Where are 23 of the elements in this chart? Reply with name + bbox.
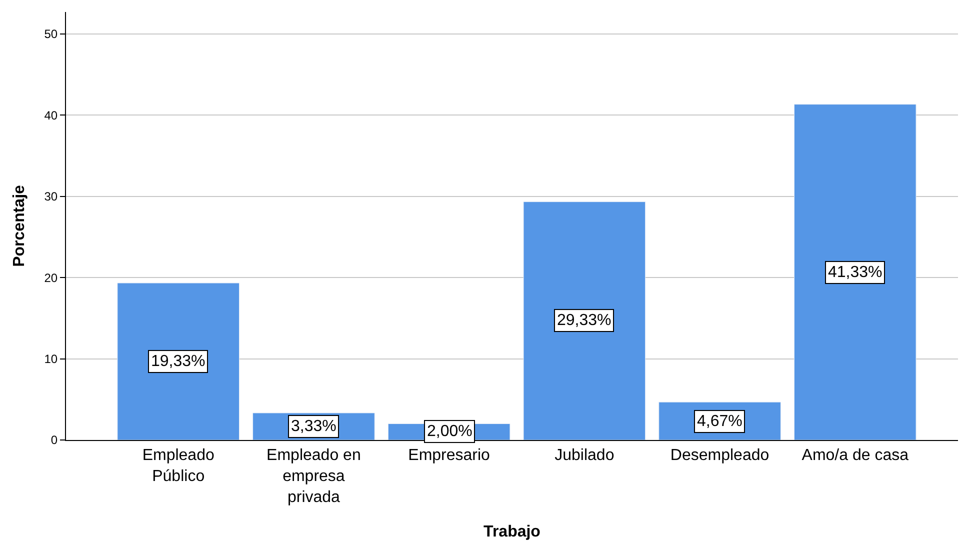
y-tick-label: 10: [44, 352, 58, 366]
bar: [794, 104, 916, 440]
bar: [523, 202, 646, 440]
bar: [117, 282, 240, 440]
data-label: 3,33%: [291, 418, 336, 435]
y-tick-label: 50: [44, 27, 58, 42]
data-label: 29,33%: [557, 312, 612, 329]
x-tick-label: Empleado Público: [142, 447, 214, 485]
x-tick-label: Amo/a de casa: [802, 447, 909, 464]
y-tick-label: 0: [50, 433, 58, 448]
data-label: 4,67%: [697, 413, 742, 430]
y-axis-title: Porcentaje: [11, 184, 28, 267]
x-tick-label: Empleado en empresa privada: [266, 447, 361, 506]
x-axis-title: Trabajo: [484, 524, 541, 540]
y-tick-label: 20: [44, 270, 58, 285]
x-tick-label: Desempleado: [670, 447, 770, 464]
x-tick-label: Empresario: [408, 447, 490, 464]
data-label: 2,00%: [427, 423, 472, 440]
x-tick-label: Jubilado: [554, 447, 614, 464]
data-label: 19,33%: [151, 353, 206, 370]
y-tick-label: 30: [44, 190, 58, 204]
data-label: 41,33%: [828, 264, 882, 281]
y-tick-label: 40: [44, 108, 58, 122]
